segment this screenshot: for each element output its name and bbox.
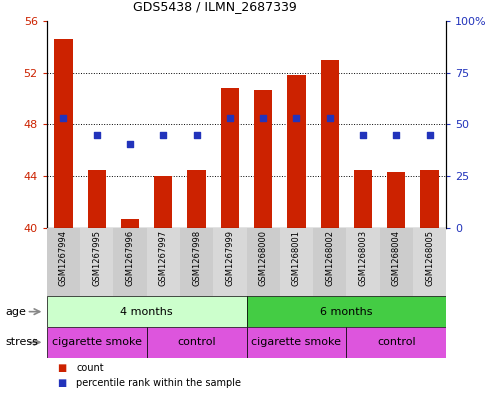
Bar	[88, 169, 106, 228]
Bar	[320, 60, 339, 228]
Text: GSM1268001: GSM1268001	[292, 230, 301, 286]
Text: GSM1268002: GSM1268002	[325, 230, 334, 286]
Bar	[246, 296, 446, 327]
Text: ■: ■	[57, 363, 66, 373]
Bar	[154, 176, 173, 228]
Bar	[221, 88, 239, 228]
Text: control: control	[377, 337, 416, 347]
Bar	[346, 228, 380, 296]
Text: cigarette smoke: cigarette smoke	[251, 337, 342, 347]
Bar	[213, 228, 246, 296]
Text: GSM1267998: GSM1267998	[192, 230, 201, 286]
Bar	[180, 228, 213, 296]
Bar	[387, 172, 405, 228]
Text: GSM1267995: GSM1267995	[92, 230, 101, 286]
Point	[193, 132, 201, 138]
Point	[93, 132, 101, 138]
Point	[292, 115, 300, 121]
Bar	[47, 296, 247, 327]
Text: stress: stress	[5, 337, 38, 347]
Bar	[354, 169, 372, 228]
Bar	[313, 228, 346, 296]
Text: ■: ■	[57, 378, 66, 387]
Text: GSM1268000: GSM1268000	[259, 230, 268, 286]
Text: GSM1267999: GSM1267999	[225, 230, 234, 286]
Point	[60, 115, 68, 121]
Text: 4 months: 4 months	[120, 307, 173, 317]
Text: GSM1267997: GSM1267997	[159, 230, 168, 286]
Text: 6 months: 6 months	[320, 307, 373, 317]
Text: count: count	[76, 363, 104, 373]
Point	[326, 115, 334, 121]
Text: control: control	[177, 337, 216, 347]
Bar	[421, 169, 439, 228]
Text: GSM1268004: GSM1268004	[392, 230, 401, 286]
Bar	[287, 75, 306, 228]
Text: cigarette smoke: cigarette smoke	[52, 337, 142, 347]
Bar	[47, 327, 147, 358]
Point	[126, 141, 134, 147]
Bar	[147, 228, 180, 296]
Point	[425, 132, 433, 138]
Bar	[280, 228, 313, 296]
Bar	[121, 219, 139, 228]
Point	[226, 115, 234, 121]
Text: GSM1268005: GSM1268005	[425, 230, 434, 286]
Bar	[413, 228, 446, 296]
Bar	[80, 228, 113, 296]
Bar	[246, 228, 280, 296]
Bar	[54, 39, 72, 228]
Text: GSM1267996: GSM1267996	[126, 230, 135, 286]
Bar	[187, 169, 206, 228]
Text: GSM1268003: GSM1268003	[358, 230, 367, 286]
Text: age: age	[5, 307, 26, 317]
Bar	[246, 327, 346, 358]
Bar	[254, 90, 272, 228]
Point	[159, 132, 167, 138]
Bar	[380, 228, 413, 296]
Point	[392, 132, 400, 138]
Text: GSM1267994: GSM1267994	[59, 230, 68, 286]
Bar	[47, 228, 80, 296]
Text: GDS5438 / ILMN_2687339: GDS5438 / ILMN_2687339	[133, 0, 296, 13]
Text: percentile rank within the sample: percentile rank within the sample	[76, 378, 242, 387]
Bar	[346, 327, 446, 358]
Point	[359, 132, 367, 138]
Bar	[147, 327, 246, 358]
Point	[259, 115, 267, 121]
Bar	[113, 228, 147, 296]
